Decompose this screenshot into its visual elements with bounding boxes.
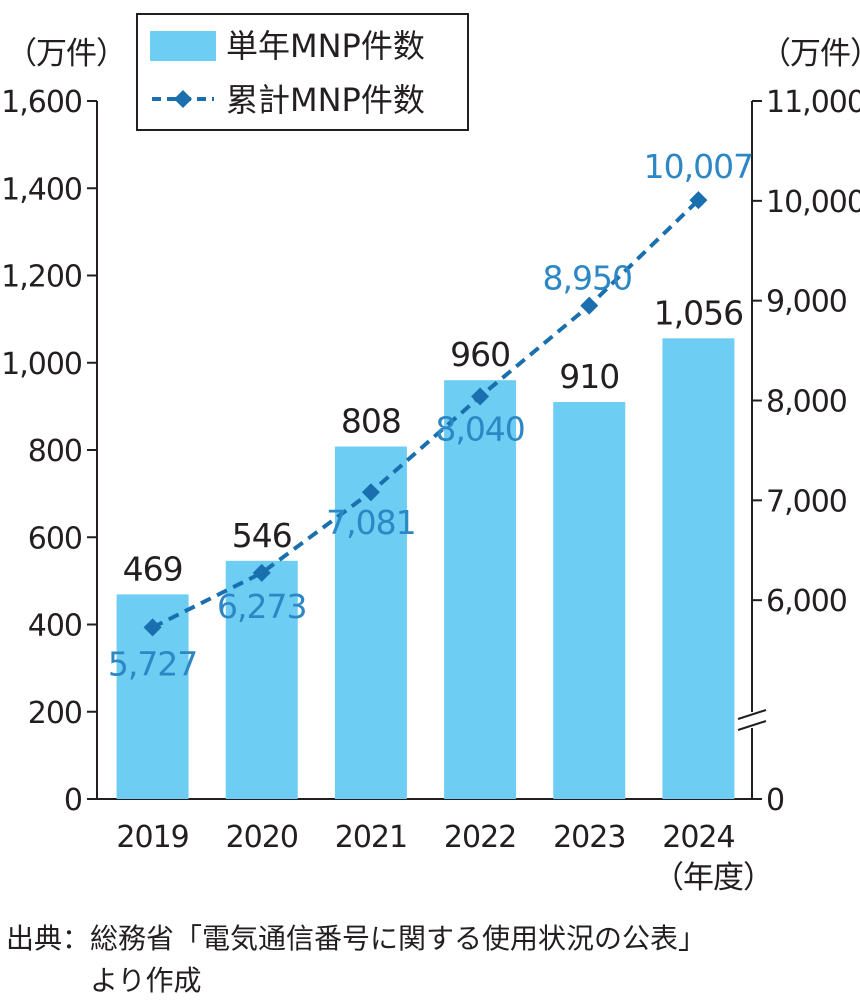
x-tick-label: 2022 bbox=[444, 820, 516, 855]
left-tick-label: 1,600 bbox=[1, 85, 82, 120]
bar-value-label: 546 bbox=[232, 516, 292, 555]
source-line-2: より作成 bbox=[90, 964, 202, 997]
left-axis-unit: （万件） bbox=[6, 36, 126, 72]
x-tick-label: 2021 bbox=[335, 820, 407, 855]
right-tick-label: 8,000 bbox=[766, 385, 847, 420]
line-point-marker bbox=[361, 483, 380, 502]
x-tick-label: 2024 bbox=[662, 820, 734, 855]
line-point-marker bbox=[252, 563, 271, 582]
line-point-marker bbox=[471, 387, 490, 406]
left-tick-label: 0 bbox=[64, 783, 82, 818]
line-value-label: 5,727 bbox=[108, 644, 197, 683]
left-tick-label: 1,000 bbox=[1, 347, 82, 382]
left-tick-label: 600 bbox=[28, 521, 82, 556]
legend-bar-label: 単年MNP件数 bbox=[226, 27, 425, 65]
line-point-marker bbox=[580, 296, 599, 315]
right-tick-label: 10,000 bbox=[766, 185, 860, 220]
bar bbox=[662, 338, 735, 799]
right-axis-unit: （万件） bbox=[760, 36, 860, 72]
left-tick-label: 1,200 bbox=[1, 260, 82, 295]
legend-line-marker bbox=[174, 90, 192, 108]
line-series: 5,727 6,273 7,081 8,040 8,950 10,007 bbox=[108, 147, 754, 683]
legend-line-label: 累計MNP件数 bbox=[226, 81, 425, 119]
left-tick-label: 400 bbox=[28, 609, 82, 644]
left-tick-label: 800 bbox=[28, 434, 82, 469]
cumulative-line bbox=[151, 198, 700, 630]
bar-value-label: 808 bbox=[341, 402, 401, 441]
bar-value-label: 469 bbox=[123, 549, 183, 588]
x-axis-unit: （年度） bbox=[653, 860, 773, 896]
line-value-label: 8,950 bbox=[543, 259, 632, 298]
line-value-label: 6,273 bbox=[217, 587, 306, 626]
bar bbox=[553, 402, 626, 799]
legend-bar-swatch bbox=[150, 31, 216, 61]
right-tick-label: 0 bbox=[766, 783, 784, 818]
bar-value-label: 960 bbox=[450, 335, 510, 374]
line-point-marker bbox=[143, 618, 162, 637]
axis-break-mark-1 bbox=[737, 709, 767, 720]
right-tick-label: 11,000 bbox=[766, 85, 860, 120]
x-tick-label: 2019 bbox=[116, 820, 188, 855]
source-line-1: 出典：総務省「電気通信番号に関する使用状況の公表」 bbox=[6, 922, 707, 955]
axes: 0 200 400 600 800 1,000 1,200 1,400 1,600 0 6,000 7… bbox=[1, 85, 860, 855]
right-tick-label: 6,000 bbox=[766, 584, 847, 619]
legend: 単年MNP件数 累計MNP件数 bbox=[136, 13, 469, 131]
line-value-label: 7,081 bbox=[326, 503, 415, 542]
x-tick-label: 2023 bbox=[553, 820, 625, 855]
bar bbox=[444, 380, 517, 799]
line-value-label: 10,007 bbox=[644, 147, 753, 186]
x-tick-label: 2020 bbox=[226, 820, 298, 855]
line-point-marker bbox=[689, 191, 708, 210]
right-tick-label: 9,000 bbox=[766, 285, 847, 320]
bar bbox=[334, 446, 407, 799]
bar bbox=[225, 560, 298, 799]
left-tick-label: 1,400 bbox=[1, 172, 82, 207]
right-tick-label: 7,000 bbox=[766, 484, 847, 519]
line-value-label: 8,040 bbox=[435, 410, 524, 449]
bar-value-label: 910 bbox=[559, 357, 619, 396]
left-tick-label: 200 bbox=[28, 696, 82, 731]
source-note: 出典：総務省「電気通信番号に関する使用状況の公表」 より作成 bbox=[6, 918, 706, 1002]
bar-value-label: 1,056 bbox=[654, 293, 743, 332]
bars: 469 546 808 960 910 1,056 bbox=[116, 293, 744, 799]
axis-break-mark-2 bbox=[737, 720, 767, 731]
